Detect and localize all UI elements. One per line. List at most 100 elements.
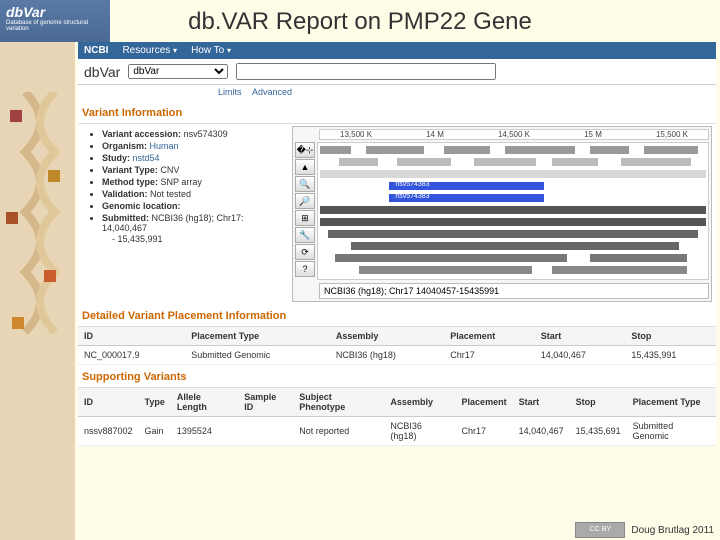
advanced-link[interactable]: Advanced <box>252 87 292 97</box>
browser-tool-button[interactable]: 🔍 <box>295 176 315 192</box>
track-segment <box>474 158 536 166</box>
logo-sub: Database of genome structural variation <box>6 20 104 32</box>
coordinate-ruler: 13,500 K14 M14,500 K15 M15,500 K <box>319 129 709 140</box>
browser-tool-button[interactable]: ⟳ <box>295 244 315 260</box>
variant-sub-value: - 15,435,991 <box>88 234 284 244</box>
logo-main: dbVar <box>6 4 104 20</box>
browser-tool-button[interactable]: �⊹ <box>295 142 315 158</box>
table-cell: 1395524 <box>171 417 238 446</box>
table-cell: nssv887002 <box>78 417 139 446</box>
track-segment <box>320 146 351 154</box>
resources-menu[interactable]: Resources ▾ <box>122 45 177 56</box>
genome-browser[interactable]: 13,500 K14 M14,500 K15 M15,500 K �⊹▲🔍🔎⊞🔧… <box>292 126 712 302</box>
table-cell <box>238 417 293 446</box>
table-header: Placement Type <box>185 327 330 346</box>
table-cell: Chr17 <box>444 346 535 365</box>
location-bar: NCBI36 (hg18); Chr17 14040457-15435991 <box>319 283 709 299</box>
footer-text: Doug Brutlag 2011 <box>631 525 714 536</box>
table-cell: 14,040,467 <box>535 346 626 365</box>
table-header: Start <box>535 327 626 346</box>
table-row: NC_000017.9Submitted GenomicNCBI36 (hg18… <box>78 346 716 365</box>
table-header: Subject Phenotype <box>293 388 384 417</box>
table-header: Stop <box>570 388 627 417</box>
table-header: Type <box>139 388 171 417</box>
table-header: Placement <box>456 388 513 417</box>
variant-info-item: Submitted: NCBI36 (hg18); Chr17: 14,040,… <box>102 212 284 234</box>
track-segment <box>552 158 598 166</box>
table-cell: NCBI36 (hg18) <box>330 346 444 365</box>
track-segment <box>339 158 378 166</box>
variant-info-item: Study: nstd54 <box>102 152 284 164</box>
howto-menu[interactable]: How To ▾ <box>191 45 231 56</box>
table-cell: NC_000017.9 <box>78 346 185 365</box>
supporting-table: IDTypeAllele LengthSample IDSubject Phen… <box>78 388 716 446</box>
track-label: nsv574383 <box>393 193 431 200</box>
track-segment <box>444 146 490 154</box>
search-input[interactable] <box>236 63 496 80</box>
ruler-tick: 14,500 K <box>498 130 530 139</box>
track-segment <box>320 170 706 178</box>
browser-tool-button[interactable]: ⊞ <box>295 210 315 226</box>
table-cell: NCBI36 (hg18) <box>384 417 455 446</box>
ncbi-nav-bar: NCBI Resources ▾ How To ▾ <box>78 42 716 59</box>
track-segment <box>335 254 567 262</box>
table-header: Placement <box>444 327 535 346</box>
table-cell: Submitted Genomic <box>185 346 330 365</box>
cc-license-icon: CC BY <box>575 522 625 538</box>
left-decoration <box>0 42 75 540</box>
variant-info-item: Variant accession: nsv574309 <box>102 128 284 140</box>
decoration-square <box>44 270 56 282</box>
track-row <box>320 145 706 155</box>
track-row <box>320 217 706 227</box>
browser-tool-button[interactable]: 🔧 <box>295 227 315 243</box>
ruler-tick: 15,500 K <box>656 130 688 139</box>
limits-link[interactable]: Limits <box>218 87 242 97</box>
dna-helix-icon <box>15 92 65 342</box>
ncbi-logo[interactable]: NCBI <box>84 45 108 56</box>
track-segment <box>320 218 706 226</box>
table-header: Placement Type <box>627 388 716 417</box>
table-cell: Not reported <box>293 417 384 446</box>
table-header: Sample ID <box>238 388 293 417</box>
database-select[interactable]: dbVar <box>128 64 228 79</box>
track-row <box>320 229 706 239</box>
track-segment <box>505 146 574 154</box>
track-row: nsv574383 <box>320 193 706 203</box>
search-bar: dbVar dbVar <box>78 59 716 85</box>
track-segment <box>621 158 690 166</box>
track-segment <box>397 158 451 166</box>
track-segment <box>359 266 533 274</box>
table-cell: 15,435,691 <box>570 417 627 446</box>
ruler-tick: 15 M <box>584 130 602 139</box>
track-area[interactable]: nsv574383 nsv574383 <box>317 142 709 280</box>
track-segment <box>351 242 679 250</box>
track-segment <box>590 146 629 154</box>
browser-tool-button[interactable]: ? <box>295 261 315 277</box>
variant-info-list: Variant accession: nsv574309Organism: Hu… <box>78 124 288 304</box>
browser-tool-button[interactable]: 🔎 <box>295 193 315 209</box>
variant-info-item: Organism: Human <box>102 140 284 152</box>
decoration-square <box>12 317 24 329</box>
track-label: nsv574383 <box>393 181 431 188</box>
table-cell: 15,435,991 <box>625 346 716 365</box>
track-row <box>320 241 706 251</box>
search-links: Limits Advanced <box>78 85 716 101</box>
page-brand: dbVar <box>84 64 120 80</box>
track-row: nsv574383 <box>320 181 706 191</box>
table-header: ID <box>78 388 139 417</box>
browser-toolbar: �⊹▲🔍🔎⊞🔧⟳? <box>295 142 317 280</box>
variant-info-heading: Variant Information <box>78 101 716 124</box>
table-header: ID <box>78 327 185 346</box>
variant-info-item: Genomic location: <box>102 200 284 212</box>
browser-tool-button[interactable]: ▲ <box>295 159 315 175</box>
track-segment <box>328 230 699 238</box>
table-cell: Gain <box>139 417 171 446</box>
table-cell: Submitted Genomic <box>627 417 716 446</box>
dbvar-logo: dbVar Database of genome structural vari… <box>0 0 110 42</box>
decoration-square <box>6 212 18 224</box>
table-header: Stop <box>625 327 716 346</box>
table-header: Allele Length <box>171 388 238 417</box>
placement-heading: Detailed Variant Placement Information <box>78 304 716 327</box>
ruler-tick: 13,500 K <box>340 130 372 139</box>
decoration-square <box>10 110 22 122</box>
